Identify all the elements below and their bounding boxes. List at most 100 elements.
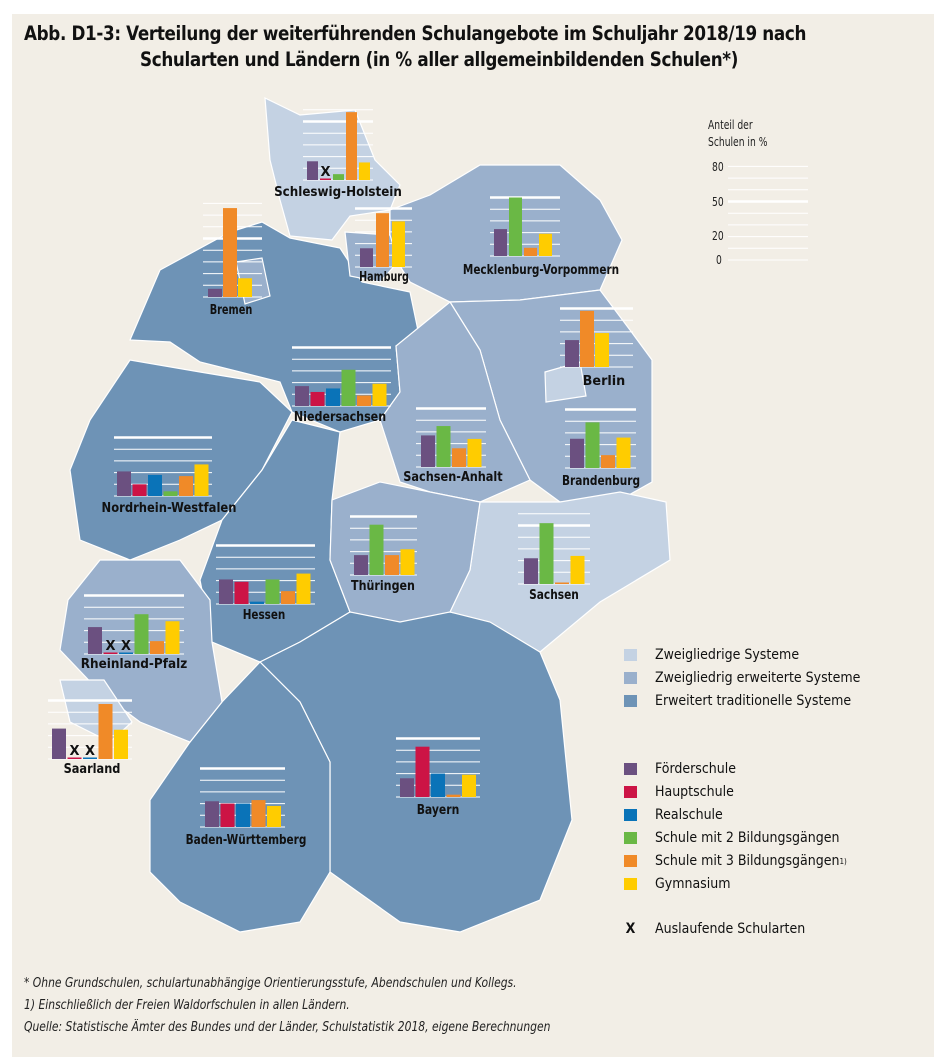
bar-0 (295, 386, 309, 406)
legend-label: Erweitert traditionelle Systeme (655, 693, 852, 709)
state-label: Thüringen (351, 579, 415, 594)
state-label: Sachsen (529, 588, 579, 603)
bar-5 (392, 221, 405, 267)
axis-tick-0: 0 (716, 253, 722, 267)
bar-5 (570, 555, 585, 584)
bar-4 (179, 476, 193, 496)
bar-4 (98, 704, 113, 759)
x-marker: X (121, 639, 131, 654)
legend-system-1: Zweigliedrig erweiterte Systeme (624, 670, 860, 686)
bar-5 (539, 233, 552, 256)
legend-school-3: Schule mit 2 Bildungsgängen (624, 830, 839, 846)
bar-3 (436, 426, 451, 467)
legend-swatch (624, 809, 637, 821)
bar-1 (234, 581, 249, 604)
legend-swatch (624, 649, 637, 661)
legend-x: X Auslaufende Schularten (624, 921, 806, 937)
state-nw (69, 359, 293, 561)
state-label: Rheinland-Pfalz (81, 657, 188, 672)
bar-3 (539, 523, 554, 584)
bar-3 (134, 614, 149, 654)
bar-4 (346, 112, 357, 180)
bar-4 (446, 794, 461, 797)
state-sh (264, 97, 401, 241)
chart-sh: X Schleswig-Holstein (274, 109, 402, 200)
chart-hb: Bremen (203, 202, 262, 318)
bar-0 (565, 340, 579, 367)
bar-4 (357, 395, 371, 406)
bar-2 (236, 803, 250, 827)
bar-2 (119, 652, 133, 654)
chart-ni: Niedersachsen (292, 346, 391, 425)
bar-1 (67, 757, 82, 759)
bar-5 (194, 464, 209, 496)
bar-2 (83, 757, 97, 759)
bar-4 (555, 582, 569, 584)
bar-1 (132, 484, 147, 496)
chart-th: Thüringen (350, 515, 417, 594)
legend-school-0: Förderschule (624, 761, 736, 777)
legend-label: Zweigliedrig erweiterte Systeme (655, 670, 861, 686)
legend-school-4: Schule mit 3 Bildungsgängen 1) (624, 853, 847, 869)
bar-5 (296, 573, 311, 604)
bar-4 (150, 641, 164, 654)
bar-3 (341, 369, 356, 406)
bar-5 (462, 774, 476, 797)
legend-label: Schule mit 3 Bildungsgängen (655, 853, 840, 869)
bar-5 (165, 621, 180, 654)
chart-sn: Sachsen (518, 513, 590, 603)
bar-5 (267, 805, 281, 827)
footnote-ref: 1) (839, 856, 847, 866)
bar-5 (595, 333, 609, 367)
bar-0 (494, 229, 507, 256)
bar-4 (223, 208, 237, 297)
legend-swatch (624, 672, 637, 684)
chart-bb: Brandenburg (562, 408, 640, 489)
chart-rp: X X Rheinland-Pfalz (81, 594, 188, 672)
x-marker: X (320, 165, 330, 180)
chart-hh: Hamburg (355, 207, 412, 285)
legend-label: Schule mit 2 Bildungsgängen (655, 830, 840, 846)
legend-label: Gymnasium (655, 876, 731, 892)
bar-5 (616, 437, 631, 468)
bar-4 (580, 310, 594, 367)
bar-0 (52, 728, 66, 759)
state-label: Berlin (583, 374, 626, 389)
bar-0 (421, 435, 435, 467)
legend-school-2: Realschule (624, 807, 723, 823)
legend-school-1: Hauptschule (624, 784, 734, 800)
legend-swatch (624, 786, 637, 798)
chart-mv: Mecklenburg-Vorpommern (463, 196, 619, 278)
state-label: Hamburg (359, 270, 409, 285)
axis-label-line2: Schulen in % (708, 135, 768, 149)
bar-1 (415, 746, 430, 797)
legend-system-0: Zweigliedrige Systeme (624, 647, 799, 663)
bar-3 (585, 422, 600, 468)
bar-3 (333, 174, 344, 180)
axis-tick-80: 80 (712, 160, 724, 174)
bar-1 (220, 803, 235, 827)
legend-swatch (624, 832, 637, 844)
bar-1 (310, 391, 325, 406)
x-marker: X (85, 744, 95, 759)
axis-label-line1: Anteil der (708, 118, 753, 132)
bar-3 (369, 524, 384, 575)
bar-0 (208, 288, 222, 297)
bar-5 (359, 162, 370, 180)
axis-tick-20: 20 (712, 229, 724, 243)
state-label: Bremen (210, 303, 253, 318)
bar-5 (114, 729, 128, 759)
bar-1 (103, 652, 118, 654)
chart-nw: Nordrhein-Westfalen (102, 436, 236, 516)
state-label: Hessen (243, 608, 286, 623)
bar-0 (219, 579, 233, 604)
legend-swatch (624, 855, 637, 867)
figure-title-line1: Abb. D1-3: Verteilung der weiterführende… (24, 22, 807, 45)
bar-5 (238, 278, 252, 297)
footnote-asterisk: * Ohne Grundschulen, schulartunabhängige… (24, 976, 517, 991)
bar-2 (326, 388, 340, 406)
legend-label: Hauptschule (655, 784, 734, 800)
bar-2 (431, 773, 445, 797)
bar-2 (250, 601, 264, 604)
